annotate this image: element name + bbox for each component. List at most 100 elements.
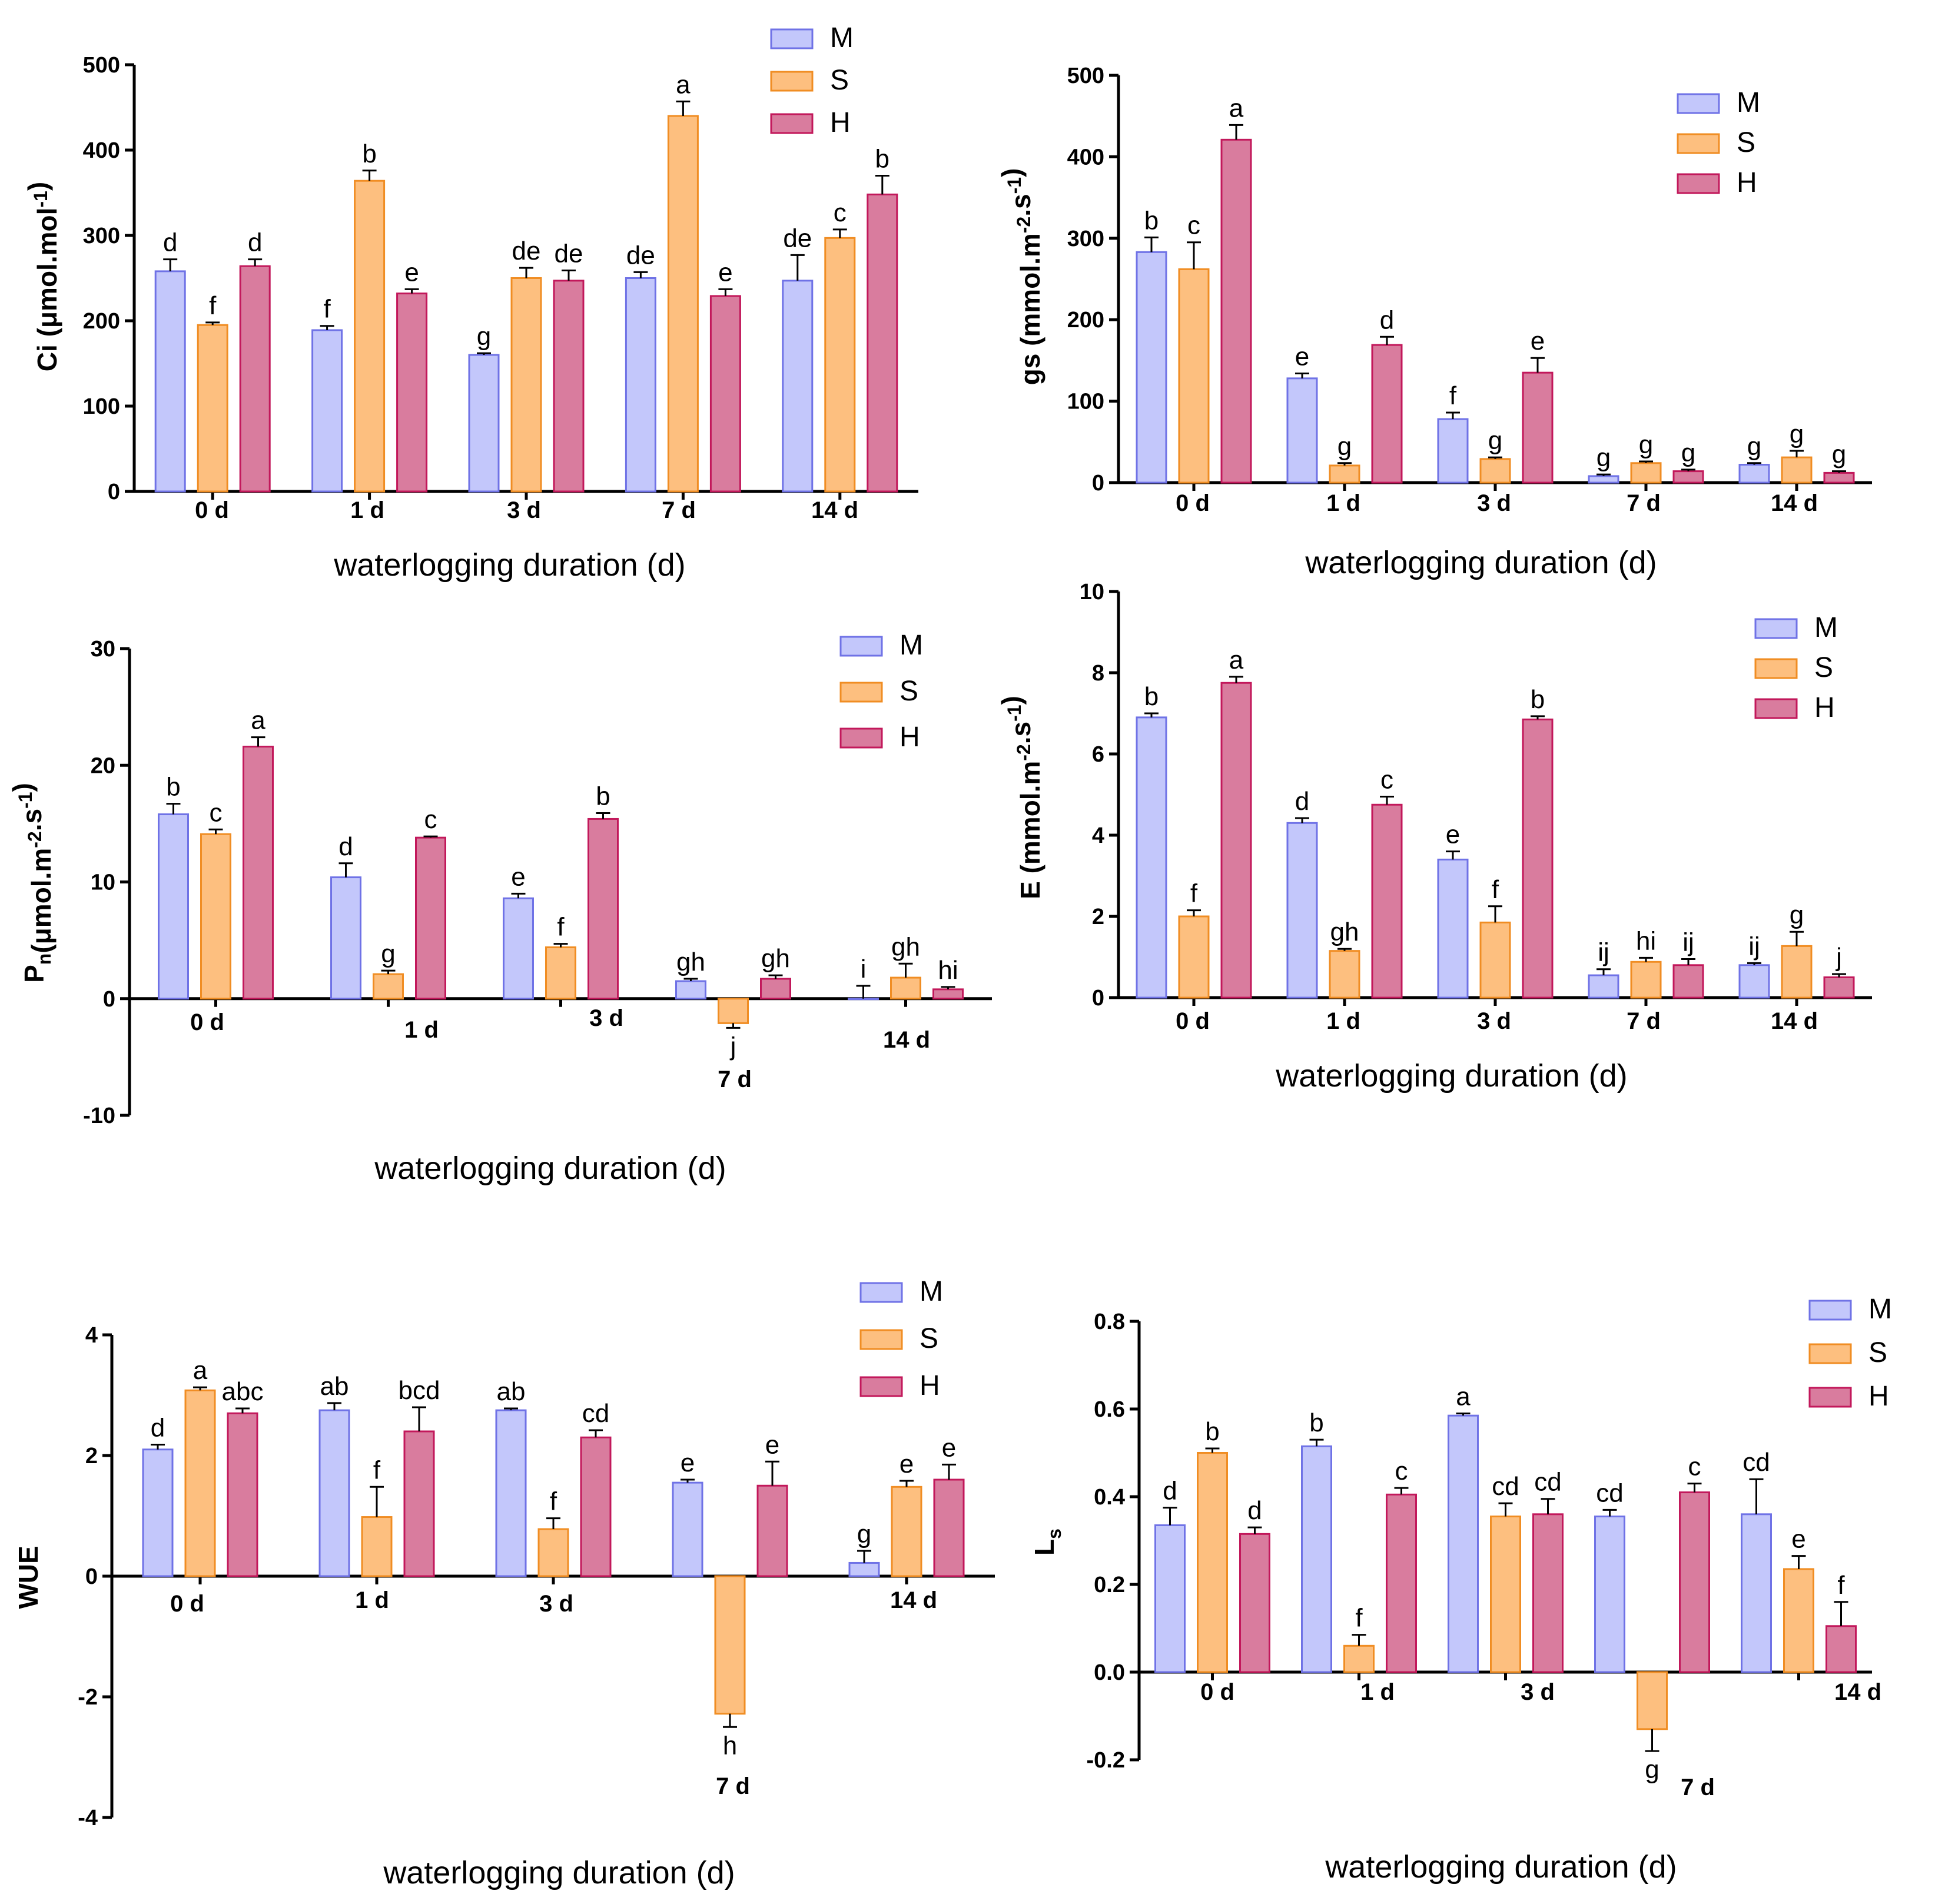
x-axis-title: waterlogging duration (d) <box>1325 1849 1677 1885</box>
y-axis-title-part: -2 <box>1013 744 1034 760</box>
significance-letter: d <box>338 832 353 861</box>
legend-label-m: M <box>1737 87 1760 118</box>
y-tick-label: 0 <box>108 480 120 504</box>
category-label: 3 d <box>589 1005 623 1031</box>
bar-s-0 <box>197 324 228 493</box>
legend-swatch-m <box>859 1282 903 1303</box>
significance-letter: e <box>681 1448 695 1477</box>
category-label: 3 d <box>1477 1008 1511 1034</box>
significance-letter: g <box>381 939 395 968</box>
y-tick-label: 2 <box>85 1444 98 1468</box>
category-label: 14 d <box>890 1587 937 1613</box>
y-axis-title-part: gs (mmol.m <box>1015 233 1045 385</box>
y-tick-label: 0.4 <box>1094 1485 1125 1510</box>
category-label: 7 d <box>716 1773 750 1799</box>
significance-letter: e <box>900 1450 914 1478</box>
significance-letter: gh <box>891 932 920 961</box>
bar-h-1 <box>1371 803 1403 999</box>
significance-letter: b <box>1144 682 1159 711</box>
bar-h-2 <box>580 1436 612 1577</box>
bar-h-0 <box>227 1412 258 1577</box>
y-axis-title-part: L <box>1029 1539 1060 1556</box>
significance-letter: f <box>1837 1571 1845 1600</box>
y-axis-title-part: s <box>1044 1528 1065 1539</box>
significance-letter: f <box>1449 381 1457 410</box>
y-tick-label: 6 <box>1092 742 1104 767</box>
significance-letter: g <box>1747 432 1761 461</box>
category-label: 7 d <box>662 497 696 523</box>
y-axis-title-part: -2 <box>24 831 45 848</box>
significance-letter: e <box>765 1430 779 1459</box>
x-axis-title: waterlogging duration (d) <box>383 1855 735 1890</box>
significance-letter: g <box>477 322 491 351</box>
bar-s-0 <box>1178 268 1210 484</box>
category-label: 14 d <box>1771 1008 1818 1034</box>
bar-h-2 <box>1532 1513 1564 1673</box>
bar-s-1 <box>1329 464 1360 484</box>
significance-letter: c <box>210 798 223 827</box>
y-axis-title: gs (mmol.m-2.s-1) <box>996 168 1045 386</box>
significance-letter: e <box>1446 820 1460 849</box>
y-tick-label: 0.8 <box>1094 1310 1125 1334</box>
bar-m-2 <box>1448 1414 1479 1673</box>
bar-m-0 <box>1154 1524 1186 1673</box>
legend-swatch-s <box>839 682 883 703</box>
significance-letter: e <box>942 1433 956 1462</box>
bar-h-1 <box>403 1430 435 1577</box>
bar-h-3 <box>756 1484 788 1577</box>
bar-s-3 <box>667 115 699 493</box>
bar-s-2 <box>1479 921 1511 999</box>
significance-letter: c <box>1187 211 1200 240</box>
significance-letter: g <box>1639 430 1653 459</box>
significance-letter: f <box>550 1487 557 1516</box>
bar-m-3 <box>672 1481 703 1577</box>
significance-letter: cd <box>582 1399 609 1428</box>
y-axis-title-part: ) <box>7 783 38 792</box>
bar-m-4 <box>848 1561 880 1577</box>
significance-letter: d <box>1295 787 1309 816</box>
significance-letter: f <box>557 913 565 942</box>
bar-s-3 <box>1630 462 1662 484</box>
significance-letter: cd <box>1742 1448 1770 1477</box>
category-label: 3 d <box>539 1591 573 1617</box>
y-tick-label: 10 <box>91 870 115 895</box>
y-tick-label: 300 <box>83 224 120 248</box>
bar-s-3 <box>1637 1671 1668 1730</box>
category-label: 3 d <box>1477 490 1511 516</box>
category-label: 7 d <box>1681 1775 1715 1800</box>
category-label: 0 d <box>1200 1679 1234 1705</box>
y-tick-label: 400 <box>83 138 120 163</box>
significance-letter: de <box>555 239 583 268</box>
y-tick-label: -0.2 <box>1087 1748 1125 1773</box>
y-axis-title-part: .s <box>1005 194 1036 216</box>
y-tick-label: 500 <box>83 53 120 78</box>
category-label: 1 d <box>1326 490 1360 516</box>
category-label: 14 d <box>1834 1679 1881 1705</box>
bar-s-0 <box>1178 915 1210 999</box>
legend-label-m: M <box>1868 1294 1892 1325</box>
category-label: 0 d <box>1176 1008 1210 1034</box>
significance-letter: hi <box>1636 926 1656 955</box>
y-tick-label: 8 <box>1092 661 1104 686</box>
bar-h-1 <box>1386 1493 1417 1673</box>
legend-swatch-h <box>1808 1387 1852 1408</box>
significance-letter: e <box>1531 327 1545 355</box>
y-axis-title-part: WUE <box>13 1546 44 1609</box>
y-axis-title-part: -1 <box>1004 705 1025 721</box>
significance-letter: ij <box>1748 932 1760 961</box>
category-label: 0 d <box>170 1591 204 1617</box>
y-axis-title-part: -1 <box>15 792 36 808</box>
significance-letter: f <box>1355 1604 1363 1633</box>
bar-s-4 <box>891 1486 922 1577</box>
bar-h-2 <box>553 280 585 493</box>
bar-s-4 <box>890 976 921 1000</box>
significance-letter: e <box>511 862 525 891</box>
legend-label-s: S <box>830 65 849 96</box>
significance-letter: d <box>1163 1477 1177 1506</box>
legend-label-m: M <box>920 1276 943 1307</box>
category-label: 1 d <box>1360 1679 1395 1705</box>
bar-m-0 <box>1136 251 1167 484</box>
bar-h-4 <box>932 988 964 1000</box>
significance-letter: ij <box>1682 928 1694 956</box>
